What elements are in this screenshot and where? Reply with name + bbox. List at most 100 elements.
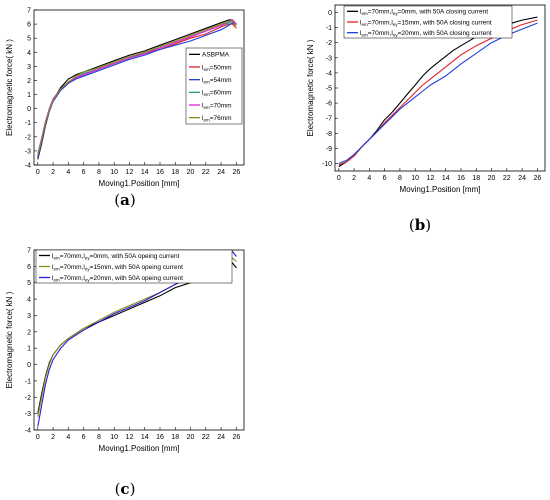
y-tick-label: 2 bbox=[27, 329, 31, 336]
x-tick-label: 24 bbox=[217, 169, 225, 176]
x-tick-label: 4 bbox=[367, 175, 371, 182]
legend-text: =0mm, with 50A closing current bbox=[398, 9, 489, 16]
series-line bbox=[338, 19, 538, 166]
y-tick-label: 5 bbox=[27, 36, 31, 43]
x-axis-label: Moving1.Position [mm] bbox=[99, 179, 180, 188]
legend-text: =70mm,l bbox=[60, 264, 86, 271]
caption-letter: c bbox=[120, 480, 129, 498]
caption-paren: ) bbox=[425, 216, 431, 234]
x-tick-label: 20 bbox=[488, 175, 496, 182]
x-tick-label: 10 bbox=[110, 169, 118, 176]
y-tick-label: 7 bbox=[27, 248, 31, 255]
x-tick-label: 0 bbox=[337, 175, 341, 182]
x-axis-label: Moving1.Position [mm] bbox=[99, 444, 180, 453]
chart-c: 0 2 4 6 8 10 12 14 16 18 20 22 24 26-4-3-2-101234567M… bbox=[5, 248, 245, 498]
x-tick-label: 2 bbox=[51, 434, 55, 441]
legend-text: l bbox=[360, 30, 362, 37]
y-tick-label: 5 bbox=[27, 280, 31, 287]
legend-subscript: em bbox=[361, 11, 368, 16]
y-tick-label: -3 bbox=[25, 411, 31, 418]
legend-subscript: ey bbox=[393, 22, 399, 27]
legend-text: l bbox=[202, 90, 204, 97]
x-tick-label: 22 bbox=[202, 434, 210, 441]
legend-label: lem=70mm,ley=15mm, with 50A opeing curre… bbox=[52, 264, 183, 272]
legend-label: lem=54mm bbox=[202, 77, 232, 85]
legend-subscript: em bbox=[361, 22, 368, 27]
x-tick-label: 14 bbox=[141, 434, 149, 441]
y-tick-label: 1 bbox=[27, 346, 31, 353]
legend-text: =50mm bbox=[210, 64, 232, 71]
y-tick-label: -4 bbox=[326, 70, 332, 77]
y-tick-label: -5 bbox=[326, 86, 332, 93]
y-tick-label: 6 bbox=[27, 264, 31, 271]
legend-text: =70mm,l bbox=[60, 275, 86, 282]
y-tick-label: -1 bbox=[25, 378, 31, 385]
legend-text: =76mm bbox=[210, 115, 232, 122]
legend-subscript: em bbox=[203, 92, 210, 97]
caption-paren: ( bbox=[409, 216, 415, 234]
legend-text: =70mm bbox=[210, 102, 232, 109]
caption-paren: ( bbox=[114, 191, 120, 209]
x-tick-label: 6 bbox=[82, 169, 86, 176]
legend-label: ASBPMA bbox=[202, 52, 230, 59]
y-tick-label: -2 bbox=[326, 40, 332, 47]
y-axis-label: Electromagnetic force( kN ) bbox=[5, 39, 14, 136]
legend-box bbox=[185, 47, 243, 125]
figure-caption: (a) bbox=[114, 191, 135, 209]
x-tick-label: 4 bbox=[66, 434, 70, 441]
legend-text: l bbox=[52, 253, 54, 260]
y-tick-label: 0 bbox=[27, 362, 31, 369]
legend-subscript: ey bbox=[393, 32, 399, 37]
figure-caption: (c) bbox=[115, 480, 136, 498]
legend-text: =70mm,l bbox=[368, 19, 394, 26]
x-tick-label: 24 bbox=[518, 175, 526, 182]
x-tick-label: 12 bbox=[126, 169, 134, 176]
y-tick-label: -10 bbox=[322, 161, 332, 168]
legend-label: lem=70mm,ley=0mm, with 50A closing curre… bbox=[360, 9, 488, 17]
x-tick-label: 8 bbox=[398, 175, 402, 182]
y-tick-label: 0 bbox=[27, 106, 31, 113]
legend-subscript: ey bbox=[85, 266, 91, 271]
legend-text: l bbox=[360, 19, 362, 26]
legend-subscript: em bbox=[53, 277, 60, 282]
x-tick-label: 22 bbox=[202, 169, 210, 176]
x-tick-label: 20 bbox=[187, 434, 195, 441]
y-tick-label: 0 bbox=[328, 10, 332, 17]
x-tick-label: 2 bbox=[51, 169, 55, 176]
y-tick-label: 7 bbox=[27, 8, 31, 15]
x-tick-label: 24 bbox=[217, 434, 225, 441]
x-tick-label: 14 bbox=[442, 175, 450, 182]
series-line bbox=[37, 262, 237, 414]
y-tick-label: -4 bbox=[25, 428, 31, 435]
x-tick-label: 22 bbox=[503, 175, 511, 182]
caption-letter: a bbox=[120, 191, 130, 209]
x-tick-label: 26 bbox=[533, 175, 541, 182]
legend-text: l bbox=[202, 64, 204, 71]
x-tick-label: 0 bbox=[36, 169, 40, 176]
x-tick-label: 26 bbox=[232, 169, 240, 176]
legend-text: l bbox=[52, 275, 54, 282]
legend-label: lem=70mm,ley=0mm, with 50A opeing curren… bbox=[52, 253, 180, 261]
y-tick-label: -3 bbox=[326, 55, 332, 62]
legend-label: lem=50mm bbox=[202, 64, 232, 72]
legend-text: l bbox=[202, 102, 204, 109]
y-tick-label: 6 bbox=[27, 22, 31, 29]
legend-subscript: em bbox=[203, 117, 210, 122]
plot-frame bbox=[33, 9, 245, 166]
legend-subscript: em bbox=[53, 255, 60, 260]
x-tick-label: 12 bbox=[427, 175, 435, 182]
x-tick-label: 8 bbox=[97, 169, 101, 176]
legend-box bbox=[35, 249, 233, 284]
x-tick-label: 4 bbox=[66, 169, 70, 176]
legend-text: =20mm, with 50A opeing current bbox=[90, 275, 184, 282]
legend-subscript: em bbox=[203, 105, 210, 110]
x-tick-label: 10 bbox=[110, 434, 118, 441]
y-tick-label: -2 bbox=[25, 134, 31, 141]
legend-text: =20mm, with 50A closing current bbox=[398, 30, 492, 37]
y-tick-label: 3 bbox=[27, 313, 31, 320]
legend-text: =70mm,l bbox=[368, 9, 394, 16]
legend-text: =54mm bbox=[210, 77, 232, 84]
legend-text: =15mm, with 50A opeing current bbox=[90, 264, 184, 271]
legend-subscript: em bbox=[203, 67, 210, 72]
